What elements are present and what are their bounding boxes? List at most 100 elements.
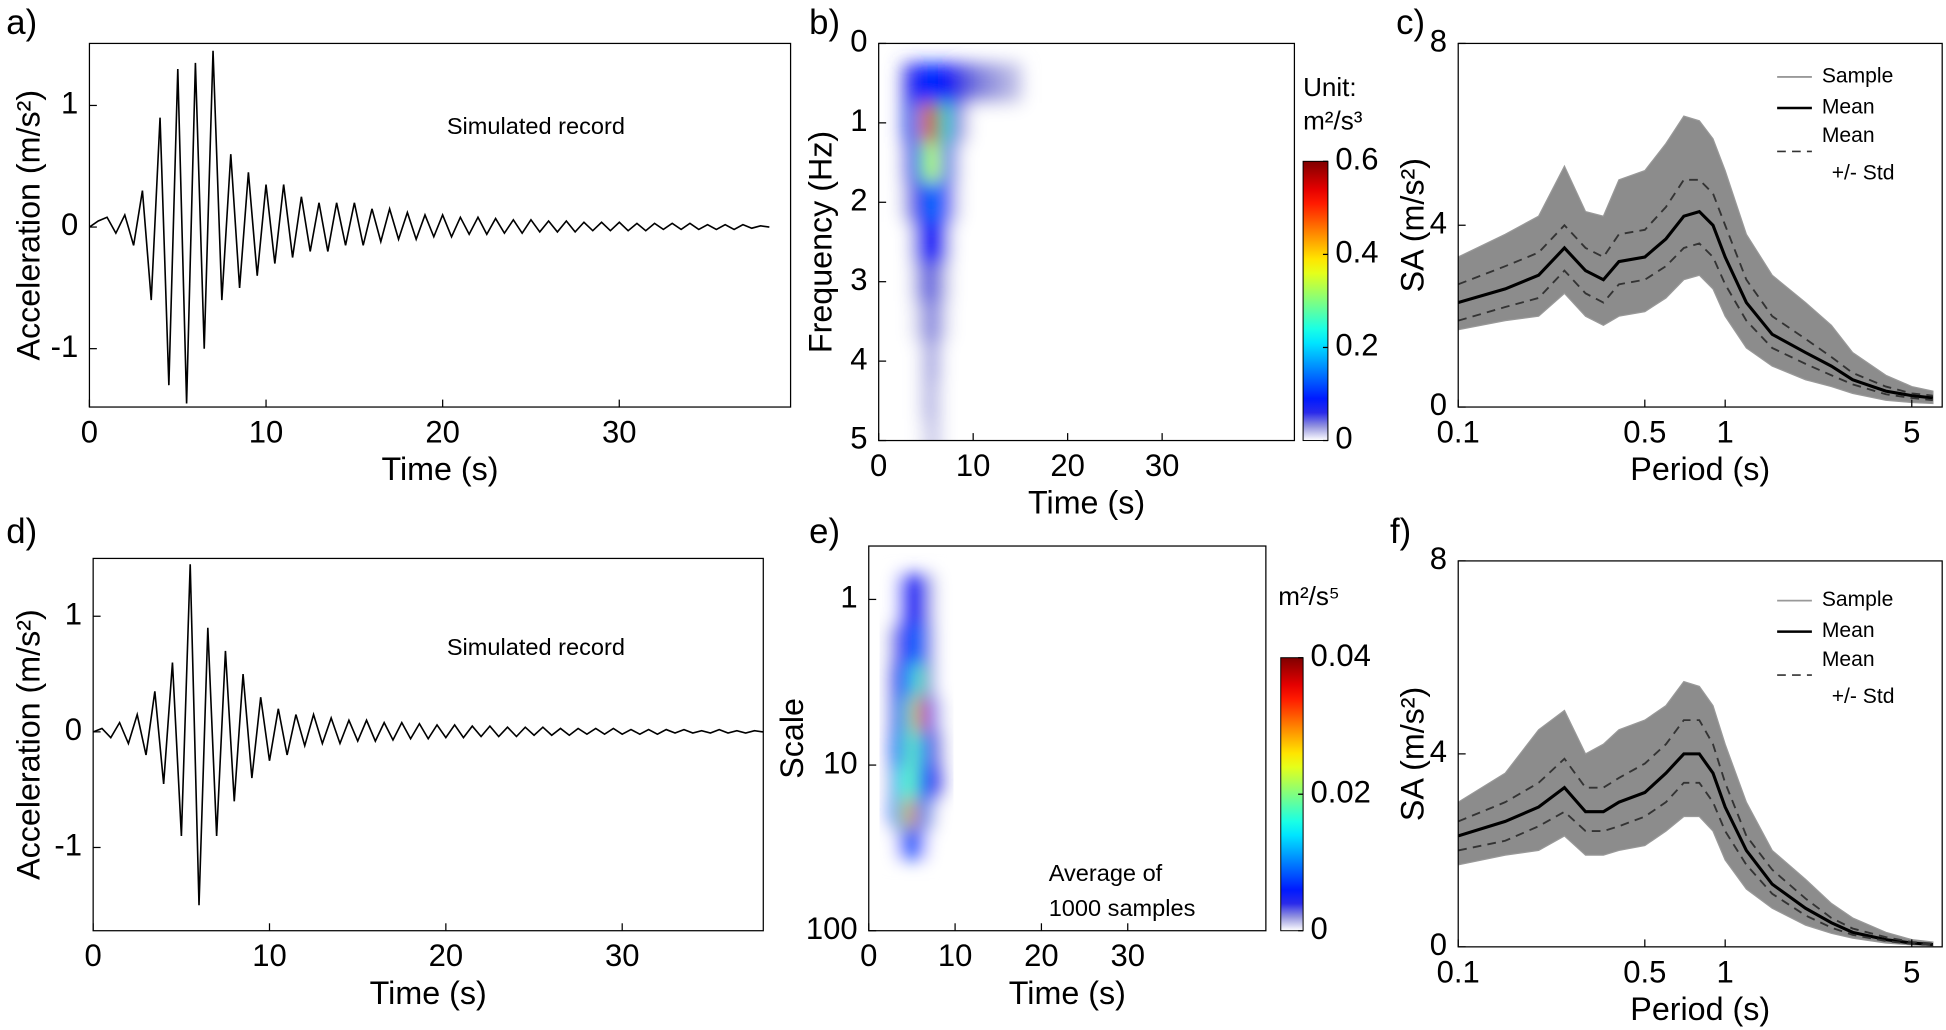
heat-cell — [940, 103, 951, 144]
heat-cell — [890, 663, 900, 698]
y-tick-label: 100 — [806, 911, 858, 946]
heat-cell — [921, 261, 932, 303]
heat-cell — [930, 182, 941, 223]
y-tick-label: 4 — [850, 341, 867, 376]
y-tick-label: 3 — [850, 262, 867, 297]
panel: Sample Mean Mean +/- Std 0.1 0.5 1 5 0 4 8 Period (… — [1390, 513, 1943, 1027]
heat-cell — [1001, 380, 1022, 422]
axes-box — [88, 42, 792, 408]
mean-line — [1458, 209, 1934, 400]
x-axis-label: Time (s) — [1009, 975, 1126, 1011]
colorbar-tick-label: 0 — [1311, 911, 1328, 946]
plot-area — [890, 574, 943, 860]
y-tick-label: -1 — [54, 828, 82, 863]
plot-area — [1458, 680, 1934, 947]
heat-cell — [940, 380, 951, 422]
heat-cell — [921, 142, 932, 184]
heat-cell — [968, 63, 984, 104]
heat-cell — [924, 574, 935, 625]
heat-cell — [924, 829, 935, 860]
heat-cell — [1001, 301, 1022, 342]
heat-cell — [1001, 420, 1022, 441]
mean-line — [1458, 752, 1933, 947]
x-tick-label: 0.1 — [1437, 954, 1480, 989]
heat-cell — [921, 222, 932, 263]
heat-cell — [933, 799, 943, 831]
heat-cell — [958, 103, 970, 144]
legend-label: Sample — [1822, 588, 1893, 611]
panel: 0 0.02 0.04 m²/s⁵ 0 10 20 30 1 10 100 Time (s) Scale… — [774, 513, 1371, 1011]
heatmap — [902, 63, 1022, 441]
heat-cell — [921, 420, 932, 441]
heat-cell — [933, 663, 943, 698]
colorbar-tick-label: 0 — [1335, 421, 1352, 456]
panel-label: a) — [6, 4, 37, 42]
heat-cell — [940, 420, 951, 441]
heat-cell — [958, 380, 970, 422]
heat-cell — [940, 142, 951, 184]
heat-cell — [949, 222, 960, 263]
heat-cell — [902, 301, 913, 342]
heat-cell — [933, 574, 943, 625]
plot-area — [93, 564, 764, 906]
heat-cell — [940, 261, 951, 303]
y-axis-label: SA (m/s²) — [1394, 158, 1430, 292]
x-axis-label: Time (s) — [381, 451, 498, 487]
heat-cell — [930, 341, 941, 382]
heat-cell — [898, 696, 909, 733]
y-tick-label: 0 — [850, 24, 867, 59]
heat-cell — [968, 182, 984, 223]
heat-cell — [890, 766, 900, 801]
heat-cell — [949, 301, 960, 342]
panel-label: b) — [809, 4, 840, 42]
heat-cell — [898, 829, 909, 860]
heat-cell — [949, 420, 960, 441]
std-line — [1458, 178, 1933, 397]
x-axis-label: Time (s) — [1028, 485, 1145, 521]
x-tick-label: 0 — [85, 938, 102, 973]
heat-cell — [911, 142, 922, 184]
y-tick-label: 1 — [65, 596, 82, 631]
heat-cell — [1001, 341, 1022, 382]
heat-cell — [916, 663, 926, 698]
heat-cell — [907, 766, 917, 801]
heat-cell — [930, 380, 941, 422]
heat-cell — [968, 261, 984, 303]
y-tick-label: 0 — [1430, 927, 1447, 962]
axes-box — [868, 545, 1267, 932]
annotation: Simulated record — [447, 634, 625, 660]
heat-cell — [968, 301, 984, 342]
heat-cell — [902, 261, 913, 303]
heat-cell — [940, 341, 951, 382]
heat-cell — [933, 732, 943, 768]
y-tick-label: 2 — [850, 182, 867, 217]
x-tick-label: 30 — [602, 415, 636, 450]
y-tick-label: 0 — [65, 712, 82, 747]
legend-label: Mean — [1822, 96, 1875, 119]
y-tick-label: 4 — [1430, 734, 1447, 769]
x-tick-label: 0.5 — [1623, 415, 1666, 450]
heat-cell — [982, 380, 1003, 422]
heat-cell — [916, 766, 926, 801]
heat-cell — [924, 799, 935, 831]
x-tick-label: 20 — [429, 938, 463, 973]
heat-cell — [982, 63, 1003, 104]
signal-line — [93, 564, 764, 906]
heat-cell — [930, 222, 941, 263]
heat-cell — [898, 624, 909, 665]
heat-cell — [902, 142, 913, 184]
heat-cell — [958, 222, 970, 263]
panel: 0 10 20 30 -1 0 1 Time (s) Acceleration (m/s²) d)… — [6, 513, 764, 1011]
legend-label: +/- Std — [1832, 161, 1895, 184]
x-tick-label: 5 — [1903, 415, 1920, 450]
y-tick-label: 5 — [850, 421, 867, 456]
heat-cell — [982, 142, 1003, 184]
heat-cell — [921, 301, 932, 342]
heat-cell — [1001, 103, 1022, 144]
panel-label: c) — [1396, 4, 1425, 42]
heat-cell — [982, 420, 1003, 441]
heat-cell — [1001, 261, 1022, 303]
heat-cell — [911, 420, 922, 441]
heat-cell — [949, 380, 960, 422]
legend-label: +/- Std — [1832, 685, 1895, 708]
